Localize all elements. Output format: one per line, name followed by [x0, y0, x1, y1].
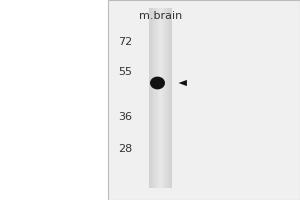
- Bar: [152, 8, 153, 188]
- Text: 28: 28: [118, 144, 132, 154]
- Bar: [150, 8, 151, 188]
- Bar: [156, 8, 157, 188]
- Bar: [170, 8, 171, 188]
- Bar: [159, 8, 160, 188]
- Bar: [151, 8, 152, 188]
- Bar: [149, 8, 150, 188]
- Bar: [171, 8, 172, 188]
- Bar: [153, 8, 154, 188]
- Bar: [165, 8, 166, 188]
- Polygon shape: [178, 80, 187, 86]
- Bar: [169, 8, 170, 188]
- Text: 72: 72: [118, 37, 132, 47]
- Bar: [157, 8, 158, 188]
- Bar: [162, 8, 163, 188]
- Bar: [160, 8, 161, 188]
- Bar: [158, 8, 159, 188]
- Bar: [166, 8, 167, 188]
- Bar: [154, 8, 155, 188]
- Bar: [161, 8, 162, 188]
- Bar: [108, 0, 300, 200]
- Ellipse shape: [150, 77, 165, 89]
- Text: 55: 55: [118, 67, 132, 77]
- Text: m.brain: m.brain: [139, 11, 182, 21]
- Bar: [164, 8, 165, 188]
- Bar: [167, 8, 168, 188]
- Bar: [163, 8, 164, 188]
- Bar: [155, 8, 156, 188]
- Bar: [168, 8, 169, 188]
- Text: 36: 36: [118, 112, 132, 122]
